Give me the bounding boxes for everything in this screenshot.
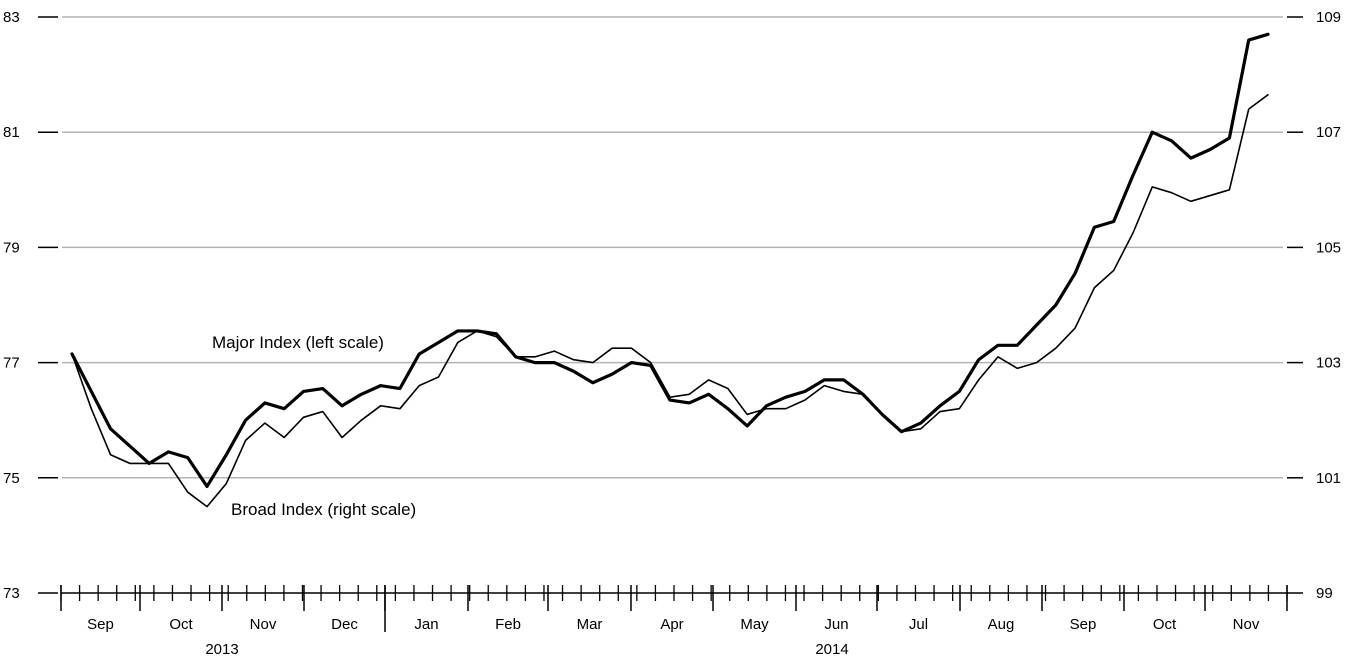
right-tick-label: 107 [1316,124,1341,141]
right-tick-label: 101 [1316,470,1341,487]
month-label: Oct [1153,616,1177,633]
right-axis: 99 101 103 105 107 109 [1287,9,1341,602]
series-major-index [70,32,1270,489]
month-label: Feb [495,616,521,633]
month-label: Nov [250,616,277,633]
series-lines [70,32,1270,508]
annotation-broad-index: Broad Index (right scale) [231,500,416,519]
right-tick-label: 105 [1316,239,1341,256]
left-tick-label: 83 [3,9,20,26]
grid-lines [62,16,1283,479]
left-tick-label: 75 [3,470,20,487]
month-label: Jun [824,616,848,633]
right-tick-label: 99 [1316,585,1333,602]
x-axis: Sep Oct Nov Dec Jan Feb Mar Apr May Jun Jul Aug Sep O… [60,585,1288,658]
month-label: Jul [909,616,928,633]
year-label: 2013 [205,641,238,658]
month-label: Apr [660,616,683,633]
month-label: Mar [577,616,603,633]
month-label: Dec [331,616,358,633]
series-broad-index [71,93,1269,508]
month-label: Sep [87,616,114,633]
right-tick-label: 103 [1316,355,1341,372]
right-tick-label: 109 [1316,9,1341,26]
left-axis: 73 75 77 79 81 83 [3,9,58,602]
month-label: Nov [1233,616,1260,633]
month-label: May [740,616,769,633]
left-tick-label: 77 [3,355,20,372]
year-label: 2014 [815,641,848,658]
month-label: Oct [169,616,193,633]
month-label: Jan [414,616,438,633]
annotation-major-index: Major Index (left scale) [212,333,384,352]
left-tick-label: 79 [3,239,20,256]
month-label: Sep [1070,616,1097,633]
left-tick-label: 73 [3,585,20,602]
month-label: Aug [988,616,1015,633]
left-tick-label: 81 [3,124,20,141]
